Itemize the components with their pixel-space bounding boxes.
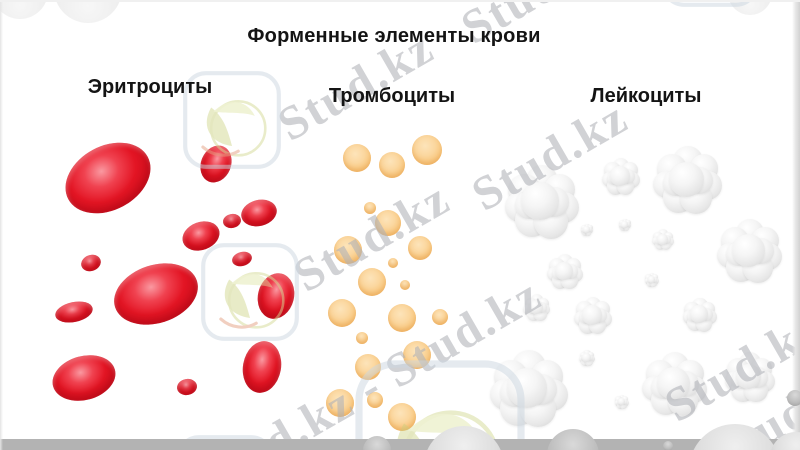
leukocyte-cell: [614, 394, 630, 410]
leukocyte-lobe: [529, 300, 544, 315]
platelet-cell: [379, 152, 405, 178]
leukocyte-cell: [578, 349, 596, 367]
platelet-cell: [388, 403, 416, 431]
leukocyte-cell: [522, 293, 552, 323]
platelet-cell: [343, 144, 371, 172]
leukocyte-lobe: [554, 261, 574, 281]
platelet-cell: [328, 299, 356, 327]
stud-kz-logo-watermark: [658, 0, 762, 10]
leukocyte-cell: [722, 350, 778, 406]
platelet-cell: [412, 135, 442, 165]
platelet-cell: [364, 202, 376, 214]
leukocyte-lobe: [655, 240, 666, 251]
leukocyte-lobe: [616, 402, 624, 409]
platelet-cell: [388, 258, 398, 268]
leukocyte-cell: [572, 295, 614, 337]
leukocyte-cell: [650, 143, 726, 219]
leukocyte-lobe: [623, 225, 630, 232]
cut-off-cell-bottom: [363, 436, 391, 450]
leukocyte-lobe: [735, 363, 762, 390]
cut-off-cell-bottom: [787, 390, 800, 406]
platelet-cell: [432, 309, 448, 325]
leukocyte-lobe: [617, 397, 626, 406]
cut-off-cell-bottom: [663, 441, 673, 450]
leukocyte-lobe: [660, 240, 671, 251]
platelet-cell: [358, 268, 386, 296]
section-label-leukocytes: Лейкоциты: [590, 85, 702, 107]
leukocyte-lobe: [658, 229, 668, 239]
leukocyte-lobe: [650, 280, 658, 287]
leukocyte-lobe: [610, 166, 630, 186]
leukocyte-cell: [618, 218, 632, 232]
leukocyte-lobe: [656, 233, 668, 245]
leukocyte-lobe: [648, 272, 656, 279]
leukocyte-lobe: [690, 305, 708, 323]
leukocyte-lobe: [620, 402, 628, 409]
leukocyte-lobe: [585, 358, 593, 366]
leukocyte-lobe: [582, 305, 602, 325]
leukocyte-cell: [714, 216, 786, 288]
page-title: Форменные элементы крови: [247, 25, 541, 47]
platelet-cell: [408, 236, 432, 260]
stud-kz-logo-watermark: [173, 432, 277, 450]
section-label-platelets: Тромбоциты: [328, 85, 456, 107]
leukocyte-lobe: [521, 182, 559, 220]
leukocyte-cell: [501, 162, 583, 244]
leukocyte-lobe: [646, 280, 654, 287]
leukocyte-cell: [639, 349, 711, 421]
bottom-margin-bar: [0, 439, 800, 450]
leukocyte-lobe: [621, 221, 628, 228]
leukocyte-lobe: [583, 349, 591, 357]
leukocyte-cell: [580, 223, 594, 237]
platelet-cell: [400, 280, 410, 290]
top-sheet-edge: [0, 0, 800, 2]
leukocyte-lobe: [620, 225, 627, 231]
leukocyte-cell: [545, 252, 585, 292]
leukocyte-lobe: [583, 226, 590, 233]
leukocyte-lobe: [656, 366, 690, 400]
leukocyte-lobe: [731, 233, 765, 267]
platelet-cell: [334, 236, 362, 264]
platelet-cell: [367, 392, 383, 408]
leukocyte-cell: [681, 296, 719, 334]
platelet-cell: [375, 210, 401, 236]
cut-off-cell-bottom: [547, 429, 599, 450]
leukocyte-lobe: [582, 230, 589, 236]
platelet-cell: [356, 332, 368, 344]
leukocyte-lobe: [647, 275, 656, 284]
section-label-erythrocytes: Эритроциты: [87, 76, 213, 98]
leukocyte-lobe: [618, 394, 626, 401]
leukocyte-lobe: [585, 230, 592, 237]
leukocyte-cell: [644, 272, 660, 288]
platelet-cell: [388, 304, 416, 332]
leukocyte-cell: [600, 156, 642, 198]
leukocyte-lobe: [668, 161, 704, 197]
leukocyte-lobe: [581, 358, 589, 366]
stud-kz-logo-watermark: [198, 240, 302, 344]
platelet-cell: [326, 389, 354, 417]
cut-off-cell-top: [54, 0, 122, 23]
right-sheet-edge: [792, 0, 800, 450]
leukocyte-lobe: [582, 353, 591, 362]
left-sheet-edge: [0, 0, 3, 450]
leukocyte-cell: [651, 228, 675, 252]
stud-kz-logo-watermark: [180, 68, 284, 172]
